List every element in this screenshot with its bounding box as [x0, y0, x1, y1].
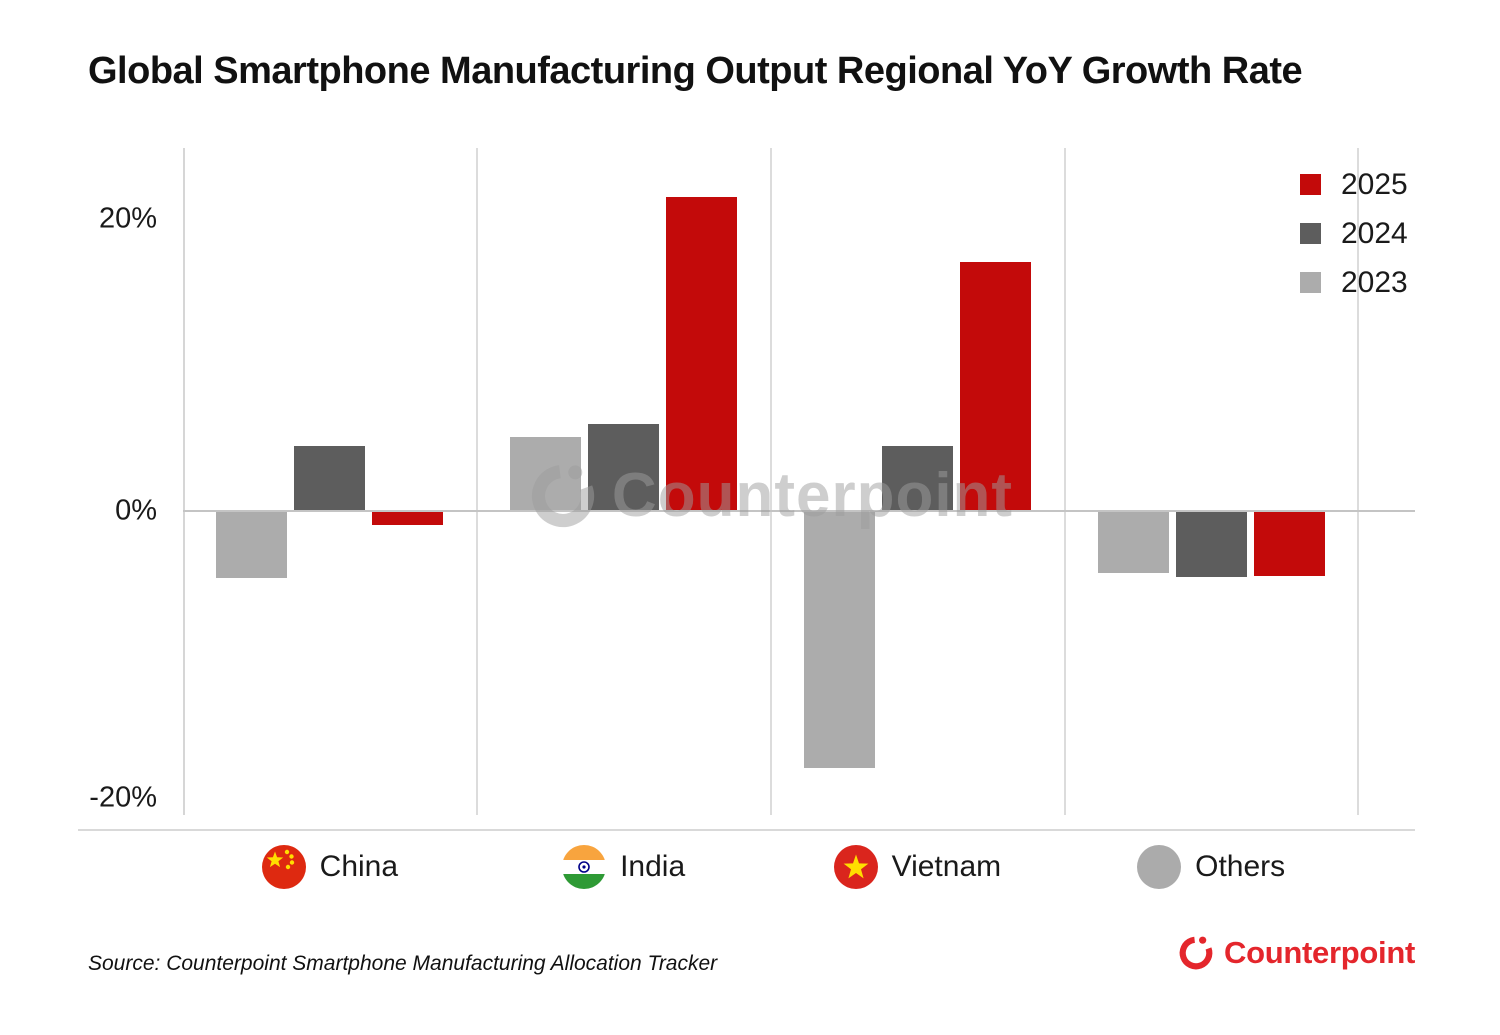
- legend-label: 2025: [1341, 167, 1408, 201]
- category-separator-line: [770, 148, 772, 815]
- plot-area: [183, 148, 1359, 830]
- bar-india-2025: [666, 197, 738, 511]
- category-legend: China India Vietnam: [183, 845, 1358, 889]
- bar-india-2024: [588, 424, 660, 511]
- bar-china-2023: [216, 512, 288, 579]
- counterpoint-brand: Counterpoint: [1177, 934, 1415, 972]
- others-gray-circle-icon: [1137, 845, 1182, 889]
- y-tick-0: 0%: [115, 494, 157, 527]
- category-separator-line: [476, 148, 478, 815]
- category-label: India: [620, 850, 686, 883]
- brand-text: Counterpoint: [1224, 935, 1415, 970]
- bar-others-2024: [1175, 512, 1247, 578]
- bar-vietnam-2024: [881, 445, 953, 511]
- category-label: Vietnam: [891, 850, 1002, 883]
- legend-swatch: [1300, 174, 1321, 195]
- counterpoint-logo-icon: [1179, 936, 1213, 970]
- year-legend: 2025 2024 2023: [1300, 160, 1408, 307]
- legend-swatch: [1300, 272, 1321, 293]
- y-axis-line: [183, 148, 185, 815]
- bar-india-2023: [510, 437, 582, 511]
- legend-label: 2023: [1341, 265, 1408, 299]
- category-china: China: [183, 845, 477, 889]
- category-vietnam: Vietnam: [771, 845, 1065, 889]
- legend-label: 2024: [1341, 216, 1408, 250]
- bar-vietnam-2023: [803, 512, 875, 768]
- legend-item-2024: 2024: [1300, 209, 1408, 258]
- india-flag-icon: [562, 845, 607, 889]
- legend-swatch: [1300, 223, 1321, 244]
- category-label: China: [319, 850, 399, 883]
- category-label: Others: [1195, 850, 1286, 883]
- chart-bottom-border: [78, 829, 1415, 831]
- bar-china-2025: [372, 512, 444, 525]
- bar-others-2023: [1097, 512, 1169, 573]
- vietnam-flag-icon: [833, 845, 878, 889]
- source-note: Source: Counterpoint Smartphone Manufact…: [88, 952, 718, 975]
- legend-item-2023: 2023: [1300, 258, 1408, 307]
- y-tick-neg20: -20%: [89, 781, 157, 814]
- bar-others-2025: [1253, 512, 1325, 576]
- category-india: India: [477, 845, 771, 889]
- category-separator-line: [1357, 148, 1359, 815]
- bar-vietnam-2025: [959, 262, 1031, 511]
- zero-baseline: [183, 510, 1415, 512]
- legend-item-2025: 2025: [1300, 160, 1408, 209]
- china-flag-icon: [261, 845, 306, 889]
- category-separator-line: [1064, 148, 1066, 815]
- bar-china-2024: [294, 445, 366, 511]
- chart-title: Global Smartphone Manufacturing Output R…: [88, 50, 1303, 92]
- y-tick-20: 20%: [98, 202, 157, 235]
- category-others: Others: [1064, 845, 1358, 889]
